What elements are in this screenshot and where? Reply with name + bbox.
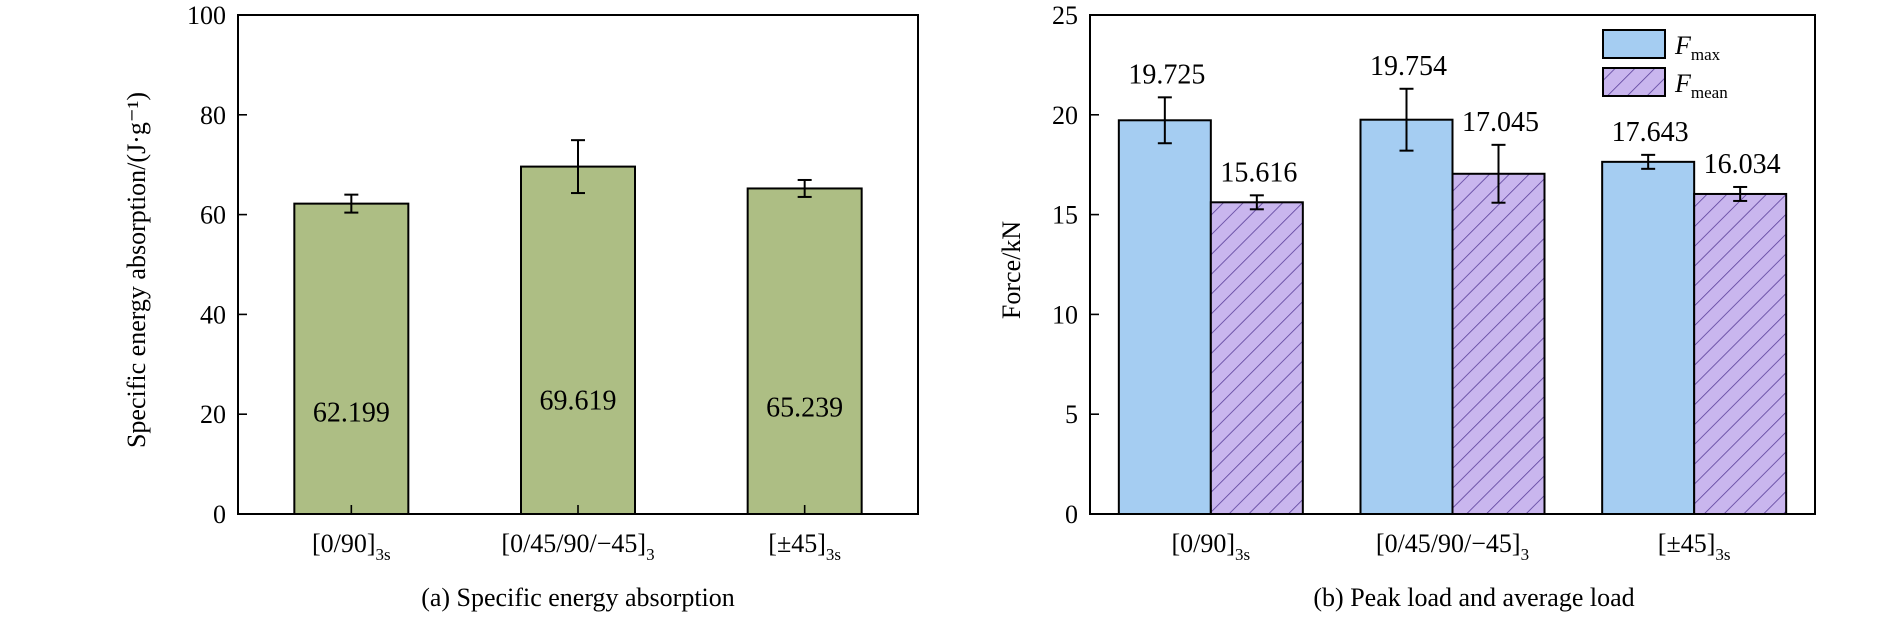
bar [1359,118,1454,515]
bar [1451,172,1546,515]
y-tick-label: 60 [200,201,226,230]
data-label: 65.239 [766,393,843,424]
y-tick-label: 40 [200,300,226,329]
chart-b: Force/kN 0 5 10 15 20 25 19.725 15.616 [0/90]3s 1… [997,1,1816,612]
x-tick-label: [0/45/90/−45]3 [1376,529,1529,564]
x-tick-label: [±45]3s [1658,529,1731,564]
y-tick-label: 0 [1065,500,1078,529]
chart-a-plot: 0 20 40 60 80 100 62.199 [0/90]3s 69.619 [0/45/90… [187,1,919,564]
chart-a-ylabel: Specific energy absorption/(J·g⁻¹) [122,92,151,448]
y-tick-label: 10 [1052,300,1078,329]
data-label: 69.619 [540,385,617,416]
legend-swatch [1602,29,1666,59]
legend-swatch [1602,67,1666,97]
x-tick-label: [0/45/90/−45]3 [501,529,654,564]
x-tick-label: [±45]3s [768,529,841,564]
data-label: 16.034 [1704,149,1781,180]
chart-b-plot: 0 5 10 15 20 25 19.725 15.616 [0/90]3s 19.754 17.0… [1052,1,1816,564]
data-label: 17.643 [1612,117,1689,148]
bar [746,187,863,515]
bar [1209,201,1304,516]
legend-label: Fmean [1674,69,1728,102]
bar [293,202,410,515]
y-tick-label: 20 [1052,101,1078,130]
chart-a-caption: (a) Specific energy absorption [421,583,735,612]
plot-frame [1089,14,1816,515]
data-label: 15.616 [1220,157,1297,188]
y-tick-label: 25 [1052,1,1078,30]
bar [1693,192,1788,515]
y-tick-label: 0 [213,500,226,529]
bar [1601,160,1696,515]
data-label: 19.725 [1128,59,1205,90]
chart-b-caption: (b) Peak load and average load [1313,583,1634,612]
y-tick-label: 15 [1052,201,1078,230]
bar [520,165,636,515]
chart-a: Specific energy absorption/(J·g⁻¹) 0 20 40… [122,1,919,612]
bar [1117,119,1212,515]
plot-frame [237,14,919,515]
x-tick-label: [0/90]3s [1171,529,1250,564]
chart-b-ylabel: Force/kN [997,221,1026,319]
y-tick-label: 5 [1065,400,1078,429]
y-tick-label: 20 [200,400,226,429]
data-label: 19.754 [1370,51,1447,82]
data-label: 17.045 [1462,107,1539,138]
x-tick-label: [0/90]3s [312,529,391,564]
y-tick-label: 100 [187,1,226,30]
data-label: 62.199 [313,398,390,429]
legend-label: Fmax [1674,31,1721,64]
y-tick-label: 80 [200,101,226,130]
